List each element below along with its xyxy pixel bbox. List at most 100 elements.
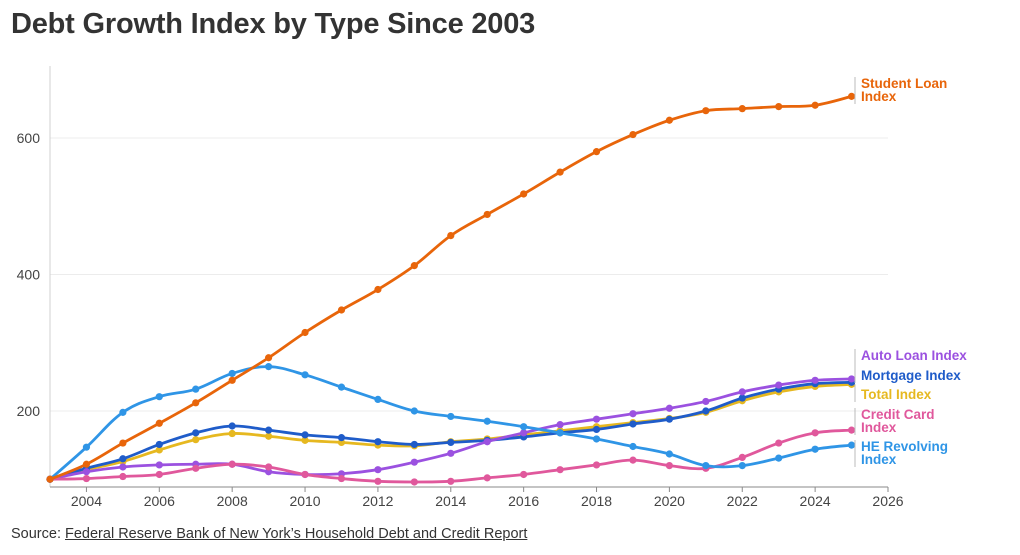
series-label-line: HE Revolving (861, 439, 948, 454)
point-student-loan-index-2004 (82, 460, 91, 468)
series-label-line: Total Index (861, 387, 932, 402)
point-total-index-2010 (301, 436, 309, 444)
point-he-revolving-index-2022 (738, 462, 746, 470)
point-he-revolving-index-2011 (337, 383, 346, 391)
series-label-line: Index (861, 89, 897, 104)
point-student-loan-index-2009 (265, 354, 273, 362)
source-link[interactable]: Federal Reserve Bank of New York’s House… (65, 526, 528, 542)
point-credit-card-index-2024 (811, 429, 819, 437)
gridlines (50, 137, 888, 412)
y-tick-label: 400 (17, 267, 41, 283)
point-auto-loan-index-2005 (119, 463, 127, 471)
x-tick-label: 2018 (581, 493, 612, 509)
x-tick-label: 2004 (71, 493, 102, 509)
y-tick-label: 200 (17, 403, 41, 419)
point-credit-card-index-2004 (82, 474, 91, 483)
point-credit-card-index-2016 (520, 470, 528, 479)
point-auto-loan-index-2014 (447, 449, 455, 457)
point-credit-card-index-2019 (629, 456, 637, 464)
point-student-loan-index-2013 (410, 262, 418, 270)
point-student-loan-index-2008 (228, 376, 236, 384)
point-mortgage-index-2009 (265, 426, 273, 434)
line-chart: 200 400 600 2004 2006 2008 2010 2012 2014 2016 201… (17, 66, 967, 509)
point-student-loan-index-2021 (702, 107, 710, 115)
point-auto-loan-index-2021 (702, 397, 710, 406)
line-student-loan-index (48, 94, 853, 481)
point-total-index-2009 (265, 432, 273, 440)
point-mortgage-index-2012 (374, 438, 382, 446)
point-student-loan-index-2017 (556, 168, 564, 176)
point-auto-loan-index-2020 (665, 404, 673, 412)
point-he-revolving-index-2017 (556, 429, 564, 437)
point-credit-card-index-2005 (119, 472, 127, 481)
point-auto-loan-index-2004 (82, 468, 91, 476)
point-auto-loan-index-2024 (811, 376, 819, 384)
series-label-he-revolving-index: HE Revolving Index (861, 439, 948, 467)
point-credit-card-index-2025 (847, 426, 856, 434)
source-prefix: Source: (11, 526, 65, 542)
point-mortgage-index-2014 (447, 438, 455, 446)
point-credit-card-index-2017 (556, 466, 564, 474)
x-tick-label: 2020 (654, 493, 685, 509)
series-labels: Total Index Mortgage Index Auto Loan Index… (854, 76, 967, 467)
point-auto-loan-index-2013 (410, 458, 418, 466)
axes (49, 66, 889, 492)
point-student-loan-index-2016 (520, 190, 528, 198)
point-auto-loan-index-2019 (629, 410, 637, 418)
point-student-loan-index-2012 (374, 285, 382, 294)
point-he-revolving-index-2005 (119, 408, 127, 416)
point-student-loan-index-2015 (483, 210, 491, 219)
series-label-auto-loan-index: Auto Loan Index (861, 348, 967, 363)
point-he-revolving-index-2024 (811, 445, 819, 453)
point-mortgage-index-2022 (738, 394, 746, 402)
point-he-revolving-index-2020 (665, 450, 673, 458)
x-tick-label: 2010 (289, 493, 320, 509)
tick-labels: 200 400 600 2004 2006 2008 2010 2012 2014 2016 201… (17, 130, 904, 509)
point-mortgage-index-2019 (629, 420, 637, 428)
chart-title: Debt Growth Index by Type Since 2003 (11, 8, 536, 40)
point-credit-card-index-2006 (155, 470, 163, 479)
series-label-total-index: Total Index (861, 387, 932, 402)
series-label-line: Student Loan (861, 76, 947, 91)
series-label-student-loan-index: Student Loan Index (861, 76, 947, 104)
series-label-line: Auto Loan Index (861, 348, 967, 363)
point-credit-card-index-2022 (738, 453, 746, 462)
point-auto-loan-index-2025 (847, 375, 856, 383)
point-credit-card-index-2014 (447, 477, 455, 485)
point-he-revolving-index-2021 (702, 462, 710, 470)
series-lines (46, 92, 856, 486)
point-credit-card-index-2012 (374, 477, 382, 485)
point-he-revolving-index-2018 (592, 435, 601, 443)
point-auto-loan-index-2018 (592, 415, 601, 423)
point-he-revolving-index-2010 (301, 371, 309, 379)
x-tick-label: 2006 (144, 493, 175, 509)
point-credit-card-index-2009 (265, 463, 273, 471)
point-credit-card-index-2008 (228, 460, 236, 468)
point-credit-card-index-2010 (301, 470, 309, 479)
point-he-revolving-index-2019 (629, 442, 637, 451)
point-total-index-2008 (228, 429, 236, 438)
point-mortgage-index-2007 (192, 429, 200, 437)
point-auto-loan-index-2012 (374, 466, 382, 474)
point-he-revolving-index-2009 (265, 363, 273, 371)
point-student-loan-index-2005 (119, 439, 127, 447)
point-he-revolving-index-2006 (155, 393, 163, 401)
point-student-loan-index-2022 (738, 105, 746, 113)
point-mortgage-index-2011 (337, 434, 346, 442)
x-tick-label: 2008 (217, 493, 248, 509)
point-auto-loan-index-2017 (556, 421, 564, 429)
point-total-index-2007 (192, 436, 200, 444)
point-credit-card-index-2015 (483, 474, 491, 482)
point-student-loan-index-2019 (629, 130, 637, 139)
point-he-revolving-index-2014 (447, 412, 455, 421)
point-mortgage-index-2010 (301, 431, 309, 439)
point-mortgage-index-2008 (228, 422, 236, 430)
point-he-revolving-index-2015 (483, 417, 491, 425)
point-mortgage-index-2020 (665, 415, 673, 423)
x-tick-label: 2014 (435, 493, 466, 509)
point-student-loan-index-2014 (447, 231, 455, 240)
point-auto-loan-index-2015 (483, 438, 491, 446)
source-note: Source: Federal Reserve Bank of New York… (11, 526, 527, 542)
point-student-loan-index-2024 (811, 101, 819, 109)
x-tick-label: 2026 (872, 493, 903, 509)
